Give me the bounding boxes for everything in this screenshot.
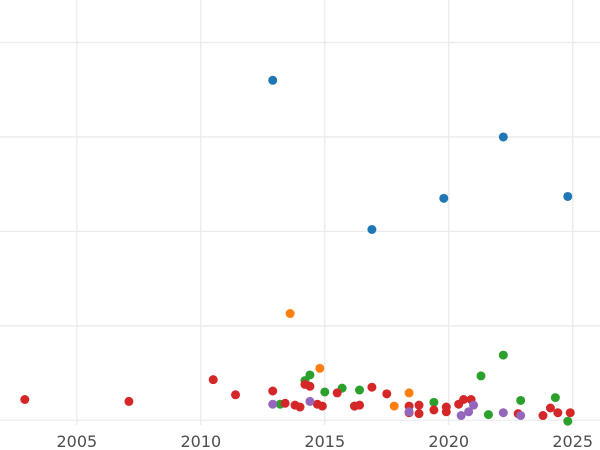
data-point-s3-25 [459,395,469,404]
data-point-s3-4 [268,386,278,396]
data-point-s2-2 [305,370,315,380]
data-point-s3-16 [382,389,392,399]
data-point-s0-1 [367,225,377,234]
data-point-s0-3 [498,132,508,142]
data-point-s3-30 [553,408,563,418]
data-point-s0-4 [563,191,573,201]
data-point-s3-2 [208,375,218,385]
data-point-s4-2 [404,407,414,417]
data-point-s3-0 [20,395,30,404]
data-point-s1-3 [404,388,414,398]
data-point-s4-0 [268,399,278,409]
data-point-s3-29 [545,403,555,413]
data-point-s4-1 [305,396,315,406]
data-point-s0-2 [439,193,449,203]
data-point-s3-9 [305,381,315,391]
data-point-s3-15 [367,382,377,392]
data-point-s1-2 [389,401,399,411]
x-tick-labels: 2005 2010 2015 2020 2025 [57,432,594,450]
data-point-s3-23 [441,402,451,412]
x-tick-label: 2015 [304,432,345,450]
data-point-s1-0 [285,309,295,319]
data-point-s0-0 [268,75,278,85]
data-point-s3-7 [295,402,305,412]
data-point-s2-12 [550,393,560,403]
data-point-s4-7 [516,411,526,421]
data-point-s3-12 [332,388,342,398]
data-point-s4-3 [456,411,466,421]
x-tick-label: 2020 [428,432,469,450]
data-points [20,75,575,426]
x-tick-label: 2005 [57,432,98,450]
data-point-s3-31 [565,408,575,418]
data-point-s3-20 [414,409,424,419]
grid [0,0,600,425]
data-point-s4-6 [498,408,508,418]
data-point-s3-28 [538,411,548,421]
data-point-s2-13 [563,416,573,426]
data-point-s2-9 [483,410,493,420]
data-point-s1-1 [315,363,325,373]
data-point-s2-8 [476,371,486,381]
x-tick-label: 2010 [180,432,221,450]
data-point-s3-3 [231,390,241,400]
data-point-s3-14 [355,400,365,410]
data-point-s2-6 [355,385,365,395]
x-tick-label: 2025 [552,432,593,450]
data-point-s4-4 [464,407,474,417]
data-point-s3-1 [124,396,134,406]
data-point-s2-7 [429,397,439,407]
data-point-s2-10 [498,350,508,360]
data-point-s3-11 [317,401,327,411]
data-point-s3-5 [280,398,290,408]
data-point-s4-5 [469,400,479,410]
data-point-s2-3 [320,387,330,397]
data-point-s2-11 [516,395,526,405]
data-point-s3-21 [429,405,439,415]
data-point-s3-19 [414,400,424,410]
